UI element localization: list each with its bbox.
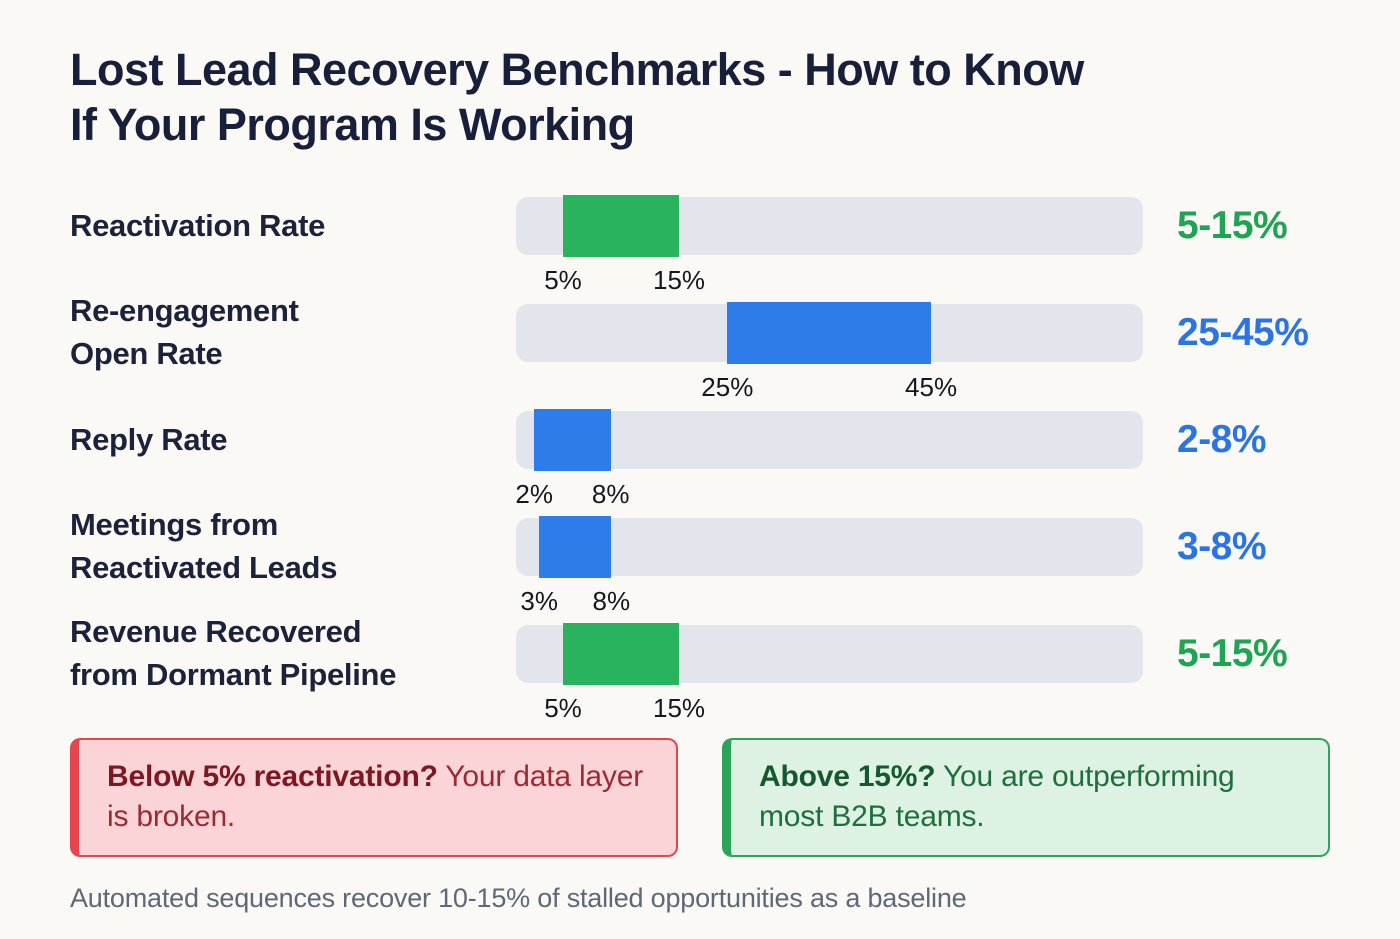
row-label: Meetings from Reactivated Leads [70,507,338,586]
tick-min: 3% [520,586,558,617]
callout-body-text: Your data layer is broken. [107,759,643,834]
callouts: Below 5% reactivation? Your data layer i… [70,737,1330,857]
bar-segment [563,195,679,258]
tick-min: 25% [701,372,754,403]
benchmark-row: Re-engagement Open Rate 25% 45% 25-45% [70,280,1330,402]
tick-max: 45% [905,372,958,403]
bar-cell: 3% 8% [516,516,1143,616]
benchmark-rows: Reactivation Rate 5% 15% 5-15% Re-engage… [70,173,1330,723]
bar-segment [539,516,612,579]
range-value: 5-15% [1177,204,1288,248]
tick-min: 5% [544,265,582,296]
callout-body-text: You are outperforming most B2B teams. [759,759,1235,834]
bar-cell: 5% 15% [516,195,1143,295]
range-value: 5-15% [1177,632,1288,676]
callout-bold-text: Above 15%? [759,759,936,793]
tick-max: 8% [592,586,631,617]
benchmark-row: Reply Rate 2% 8% 2-8% [70,387,1330,509]
callout-bold-text: Below 5% reactivation? [107,759,438,793]
row-label: Revenue Recovered from Dormant Pipeline [70,614,397,693]
tick-max: 15% [652,265,706,296]
row-label: Re-engagement Open Rate [70,293,299,372]
benchmark-row: Revenue Recovered from Dormant Pipeline … [70,601,1330,723]
bar-segment [563,623,679,686]
tick-min: 2% [515,479,553,510]
tick-max: 8% [591,479,630,510]
bar-segment [727,302,932,365]
row-label: Reply Rate [70,421,228,457]
footnote: Automated sequences recover 10-15% of st… [70,882,967,913]
bar-cell: 2% 8% [515,409,1143,509]
range-value: 2-8% [1177,418,1267,462]
benchmark-row: Meetings from Reactivated Leads 3% 8% 3-… [70,494,1330,616]
page-title: Lost Lead Recovery Benchmarks - How to K… [70,44,1084,151]
bar-track [516,518,1143,577]
bar-cell: 25% 45% [516,302,1143,402]
tick-max: 15% [652,693,706,724]
bar-cell: 5% 15% [516,623,1143,723]
tick-min: 5% [544,693,582,724]
range-value: 25-45% [1177,311,1309,355]
row-label: Reactivation Rate [70,207,326,243]
range-value: 3-8% [1177,525,1267,569]
callout-below-threshold: Below 5% reactivation? Your data layer i… [70,737,678,857]
bar-segment [534,409,611,472]
bar-track [516,411,1143,470]
callout-above-threshold: Above 15%? You are outperforming most B2… [722,737,1330,857]
benchmark-row: Reactivation Rate 5% 15% 5-15% [70,173,1330,295]
